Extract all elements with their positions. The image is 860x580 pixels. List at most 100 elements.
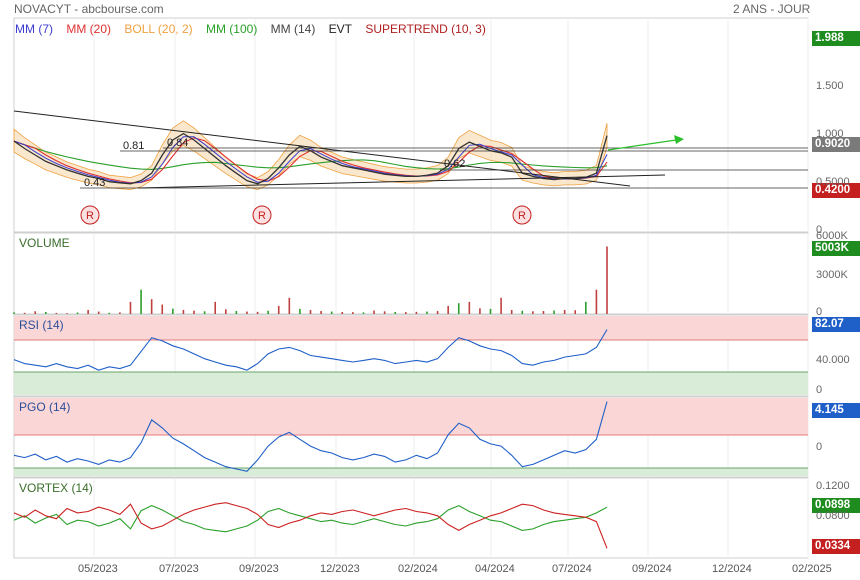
volume-bar xyxy=(277,305,280,314)
ma7-line xyxy=(13,136,608,184)
volume-bar xyxy=(235,311,238,314)
legend-boll[interactable]: BOLL (20, 2) xyxy=(124,22,193,36)
volume-bar xyxy=(415,311,418,314)
volume-bar xyxy=(373,310,375,314)
rsi-line xyxy=(13,329,608,371)
volume-bar xyxy=(574,310,577,314)
volume-bar xyxy=(532,311,534,314)
volume-y-tick: 3000K xyxy=(816,269,848,281)
volume-bar xyxy=(140,289,142,314)
volume-bar xyxy=(182,309,185,314)
volume-bar xyxy=(44,311,47,314)
x-tick-label: 12/2023 xyxy=(320,563,360,575)
volume-bar xyxy=(267,310,269,314)
ma100-line xyxy=(13,140,608,170)
x-tick-label: 09/2023 xyxy=(239,563,279,575)
price-y-tick: 0.5000 xyxy=(816,176,850,188)
trendline-descending xyxy=(13,110,631,187)
chart-title: NOVACYT - abcbourse.com xyxy=(14,2,164,16)
x-tick-label: 09/2024 xyxy=(632,563,672,575)
x-tick-label: 04/2024 xyxy=(475,563,515,575)
volume-bar xyxy=(479,308,481,314)
price-min-badge: 0.4200 xyxy=(812,183,860,198)
volume-bar xyxy=(510,309,513,314)
pgo-last-badge: 4.145 xyxy=(812,403,860,418)
volume-bar xyxy=(23,312,26,314)
volume-panel-label: VOLUME xyxy=(19,236,70,250)
level-annotation: 0.62 xyxy=(444,158,465,170)
trendline-ascending xyxy=(137,174,666,189)
legend-mm14[interactable]: MM (14) xyxy=(270,22,316,36)
x-tick-label: 02/2025 xyxy=(792,563,832,575)
vortex-minus-badge: 0.0334 xyxy=(812,539,860,554)
volume-bar xyxy=(521,310,524,314)
pgo-y-tick: 0 xyxy=(816,441,823,453)
volume-bar xyxy=(383,311,386,314)
volume-bar xyxy=(585,301,587,314)
indicator-legend: MM (7) MM (20) BOLL (20, 2) MM (100) MM … xyxy=(15,22,496,36)
pgo-overbought-zone xyxy=(14,398,808,435)
volume-bar xyxy=(246,311,248,314)
pgo-panel-label: PGO (14) xyxy=(19,400,71,414)
price-y-tick: 1.500 xyxy=(816,80,844,92)
volume-bar xyxy=(66,313,68,314)
volume-bar xyxy=(362,312,365,314)
r-marker-circle xyxy=(512,205,532,225)
x-tick-label: 12/2024 xyxy=(712,563,752,575)
panel-frame-vortex xyxy=(13,477,809,559)
vortex-y-tick: 0.0800 xyxy=(816,510,850,522)
volume-bar xyxy=(489,308,492,314)
vortex-panel-label: VORTEX (14) xyxy=(19,481,93,495)
projection-arrowhead xyxy=(674,135,684,144)
legend-mm100[interactable]: MM (100) xyxy=(205,22,258,36)
level-annotation: 0.84 xyxy=(167,137,188,149)
volume-bar xyxy=(97,311,100,314)
legend-mm7[interactable]: MM (7) xyxy=(15,22,53,36)
price-y-tick: 0 xyxy=(816,224,823,236)
r-marker-label: R xyxy=(258,210,266,222)
rsi-panel-label: RSI (14) xyxy=(19,318,64,332)
volume-bar xyxy=(352,312,354,314)
volume-last-badge: 5003K xyxy=(812,241,860,256)
legend-supertrend[interactable]: SUPERTREND (10, 3) xyxy=(365,22,486,36)
bollinger-band xyxy=(13,120,608,191)
volume-bar xyxy=(224,309,227,314)
level-annotation: 0.43 xyxy=(84,177,105,189)
volume-bar xyxy=(457,303,460,314)
volume-bar xyxy=(150,299,153,314)
price-y-tick: 1.000 xyxy=(816,128,844,140)
volume-bar xyxy=(87,309,89,314)
vortex-plus-line xyxy=(13,504,608,533)
pgo-line xyxy=(13,401,608,472)
r-marker-label: R xyxy=(86,210,94,222)
volume-bar xyxy=(34,311,36,314)
volume-bar xyxy=(595,289,598,314)
volume-bar xyxy=(129,301,132,314)
volume-bar xyxy=(405,312,407,314)
legend-mm20[interactable]: MM (20) xyxy=(66,22,112,36)
legend-evt[interactable]: EVT xyxy=(328,22,353,36)
volume-bar xyxy=(288,297,291,314)
volume-bar xyxy=(108,312,111,314)
volume-bar xyxy=(193,310,195,314)
volume-bar xyxy=(394,311,397,314)
volume-bar xyxy=(55,312,58,314)
x-tick-label: 07/2024 xyxy=(552,563,592,575)
price-last-badge: 0.9020 xyxy=(812,137,860,152)
rsi-overbought-zone xyxy=(14,316,808,340)
volume-bar xyxy=(447,305,449,314)
volume-bar xyxy=(563,309,566,314)
period-label[interactable]: 2 ANS - JOUR xyxy=(733,2,811,16)
level-annotation: 0.81 xyxy=(123,140,144,152)
volume-bar xyxy=(309,309,312,314)
volume-bar xyxy=(13,312,15,314)
volume-bar xyxy=(299,308,301,314)
volume-bar xyxy=(172,308,174,314)
vortex-minus-line xyxy=(13,502,608,549)
volume-bar xyxy=(256,311,259,314)
r-marker-label: R xyxy=(518,210,526,222)
volume-bar xyxy=(203,311,206,314)
volume-bar xyxy=(119,312,121,314)
